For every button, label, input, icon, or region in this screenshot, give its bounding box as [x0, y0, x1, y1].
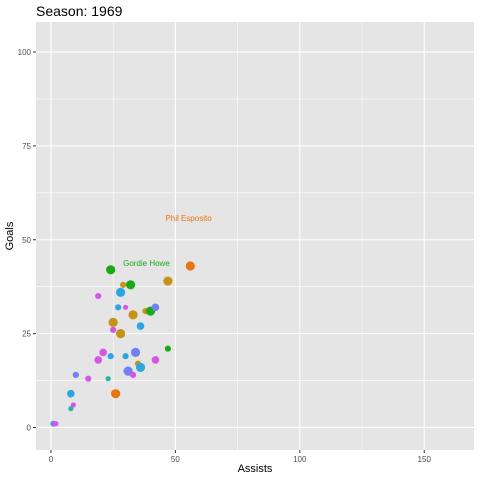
x-tick-label: 50	[171, 455, 180, 464]
data-point	[120, 281, 127, 288]
data-point	[136, 322, 145, 330]
data-point	[151, 303, 160, 312]
data-point	[110, 326, 117, 333]
data-point	[185, 261, 195, 271]
data-point	[85, 375, 92, 382]
data-point	[68, 406, 74, 412]
data-points	[50, 261, 195, 427]
data-point	[135, 362, 146, 373]
data-point	[53, 421, 59, 427]
data-point	[108, 317, 118, 327]
data-point	[122, 304, 129, 310]
x-tick-label: 100	[293, 455, 307, 464]
y-tick-label: 75	[22, 142, 31, 151]
data-point	[67, 389, 75, 398]
major-gridlines	[36, 22, 474, 450]
x-tick-label: 150	[418, 455, 432, 464]
plot-panel	[36, 22, 474, 450]
data-point	[128, 310, 138, 320]
data-point	[129, 371, 137, 379]
data-point	[116, 329, 126, 339]
data-point	[125, 280, 136, 290]
data-point	[130, 347, 141, 357]
data-point	[122, 353, 129, 360]
y-tick-label: 50	[22, 236, 31, 245]
data-point	[164, 345, 171, 352]
chart-title: Season: 1969	[36, 3, 123, 19]
y-tick-label: 100	[18, 48, 32, 57]
y-axis-title: Goals	[4, 221, 16, 250]
x-axis-title: Assists	[238, 463, 273, 475]
data-point	[70, 402, 76, 408]
point-annotation: Gordie Howe	[123, 259, 170, 268]
y-tick-label: 25	[22, 330, 31, 339]
data-point	[95, 292, 102, 300]
data-point	[72, 371, 79, 379]
data-point	[105, 376, 111, 382]
data-point	[107, 353, 114, 360]
x-tick-label: 0	[49, 455, 54, 464]
data-point	[106, 265, 116, 275]
data-point	[115, 304, 122, 311]
data-point	[99, 348, 107, 357]
axis-ticks: 0 50 100 150 0 25 50 75 100	[18, 48, 432, 464]
data-point	[163, 276, 173, 286]
data-point	[94, 356, 103, 364]
data-point	[111, 389, 121, 399]
annotations: Gordie Howe Phil Esposito	[123, 214, 212, 268]
point-annotation: Phil Esposito	[165, 214, 212, 223]
data-point	[116, 287, 126, 297]
y-tick-label: 0	[27, 423, 32, 432]
data-point	[151, 356, 160, 364]
